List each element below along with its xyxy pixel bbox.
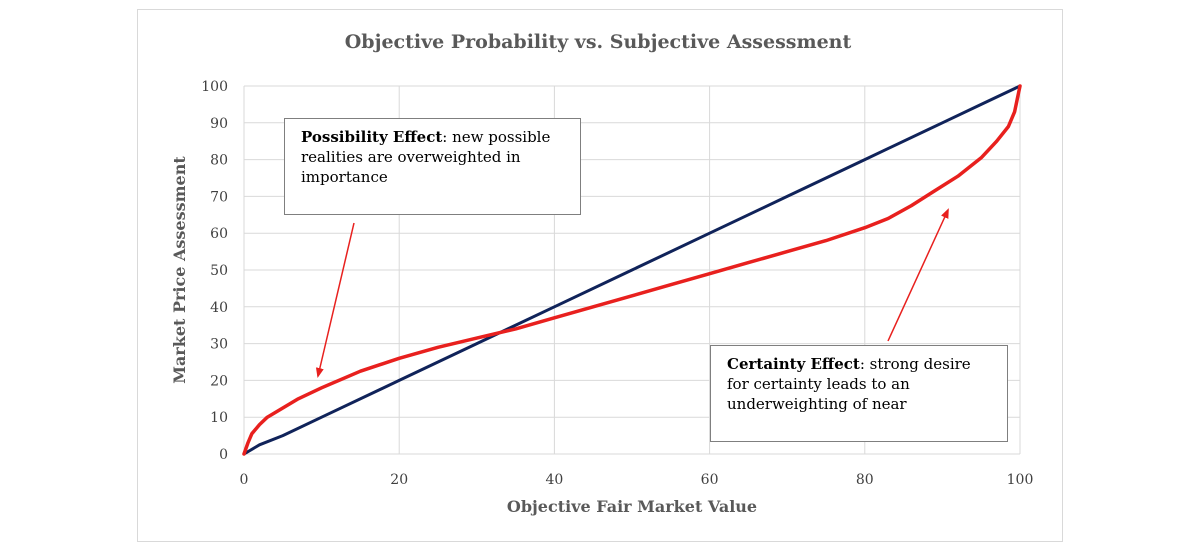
certainty-effect-text: : strong desire for certainty leads to a… [727,355,971,413]
y-tick-label: 90 [210,116,228,132]
chart-frame [137,9,1063,542]
y-tick-label: 80 [210,153,228,169]
y-tick-label: 10 [210,410,228,426]
certainty-effect-annotation: Certainty Effect: strong desire for cert… [710,345,1008,442]
x-tick-label: 60 [701,472,719,488]
x-axis-title: Objective Fair Market Value [507,497,757,516]
y-tick-label: 100 [201,79,228,95]
tick-labels: 0 10 20 30 40 50 60 70 80 90 100 0 20 40 60 80 100 [201,79,1033,488]
x-tick-label: 100 [1007,472,1034,488]
x-tick-label: 20 [390,472,408,488]
y-tick-label: 70 [210,189,228,205]
possibility-effect-text: : new possible realities are overweighte… [301,128,551,186]
y-axis-title: Market Price Assessment [170,156,189,384]
certainty-effect-arrow [887,208,949,342]
possibility-effect-title: Possibility Effect [301,128,443,146]
chart-title: Objective Probability vs. Subjective Ass… [345,31,852,53]
y-tick-label: 60 [210,226,228,242]
series-line-2 [242,84,1022,456]
x-tick-label: 0 [240,472,249,488]
series-line-1 [242,84,1022,456]
y-tick-label: 30 [210,337,228,353]
possibility-effect-annotation: Possibility Effect: new possible realiti… [284,118,581,215]
certainty-effect-title: Certainty Effect [727,355,860,373]
x-tick-label: 40 [545,472,563,488]
series-lines [242,84,1022,456]
possibility-effect-arrow [315,222,355,378]
y-tick-label: 50 [210,263,228,279]
y-tick-label: 40 [210,300,228,316]
x-tick-label: 80 [856,472,874,488]
y-tick-label: 0 [219,447,228,463]
annotation-arrows [315,208,949,378]
y-tick-label: 20 [210,373,228,389]
